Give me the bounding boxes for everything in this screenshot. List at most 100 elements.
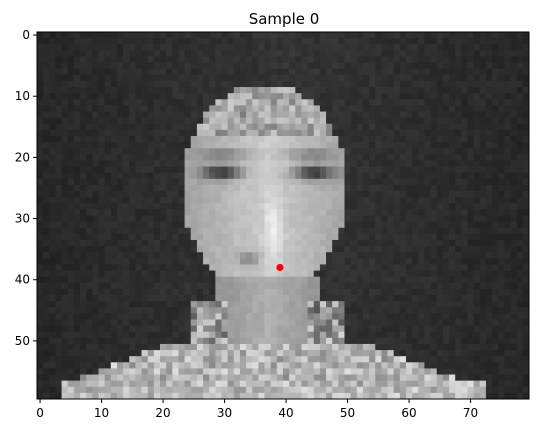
image-pixel (86, 80, 93, 88)
image-pixel (37, 32, 44, 39)
image-pixel (442, 362, 450, 369)
image-pixel (436, 270, 444, 278)
image-pixel (43, 313, 50, 320)
image-pixel (61, 233, 69, 241)
image-pixel (264, 93, 272, 100)
image-pixel (73, 221, 81, 229)
image-pixel (399, 282, 407, 290)
image-pixel (92, 301, 99, 308)
image-pixel (196, 325, 204, 333)
image-pixel (424, 380, 431, 388)
image-pixel (436, 123, 444, 131)
image-pixel (80, 282, 87, 290)
image-pixel (307, 337, 315, 345)
image-pixel (196, 337, 204, 345)
image-pixel (498, 166, 505, 174)
image-pixel (307, 270, 315, 278)
image-pixel (313, 331, 321, 339)
image-pixel (178, 392, 185, 400)
image-pixel (209, 295, 216, 302)
image-pixel (92, 374, 99, 382)
image-pixel (387, 276, 395, 284)
image-pixel (399, 38, 407, 45)
image-pixel (430, 233, 438, 241)
image-pixel (498, 160, 505, 167)
image-pixel (104, 62, 112, 70)
image-pixel (418, 209, 425, 216)
image-pixel (283, 374, 290, 382)
image-pixel (412, 313, 419, 320)
image-pixel (264, 209, 272, 216)
image-pixel (406, 184, 413, 192)
image-pixel (473, 111, 481, 119)
image-pixel (510, 270, 518, 278)
image-pixel (37, 319, 44, 326)
image-pixel (344, 368, 352, 375)
image-pixel (424, 319, 431, 326)
image-pixel (221, 123, 229, 131)
image-pixel (129, 56, 136, 63)
image-pixel (116, 319, 124, 326)
image-pixel (295, 246, 302, 253)
image-pixel (375, 374, 382, 382)
image-pixel (362, 233, 370, 241)
image-pixel (412, 135, 419, 143)
image-pixel (338, 270, 345, 278)
image-pixel (43, 392, 50, 400)
image-pixel (239, 62, 247, 70)
image-pixel (104, 374, 112, 382)
image-pixel (516, 148, 524, 155)
image-pixel (442, 160, 450, 167)
image-pixel (221, 215, 229, 223)
image-pixel (270, 362, 278, 369)
image-pixel (418, 350, 425, 357)
image-pixel (455, 209, 462, 216)
image-pixel (116, 276, 124, 284)
image-pixel (209, 350, 216, 357)
image-pixel (307, 319, 315, 326)
image-pixel (492, 374, 499, 382)
image-pixel (252, 135, 259, 143)
image-pixel (246, 331, 253, 339)
image-pixel (399, 135, 407, 143)
image-pixel (295, 68, 302, 76)
image-pixel (436, 129, 444, 137)
image-pixel (455, 325, 462, 333)
image-pixel (98, 270, 106, 278)
image-pixel (319, 392, 327, 400)
image-pixel (160, 227, 167, 235)
image-pixel (86, 258, 93, 265)
image-pixel (442, 215, 450, 223)
image-pixel (301, 50, 308, 57)
image-pixel (80, 56, 87, 63)
image-pixel (86, 191, 93, 198)
image-pixel (295, 87, 302, 94)
image-pixel (473, 343, 481, 351)
image-pixel (264, 221, 272, 229)
image-pixel (332, 252, 339, 259)
image-pixel (455, 99, 462, 106)
image-pixel (196, 343, 204, 351)
image-pixel (504, 221, 511, 229)
image-pixel (92, 307, 99, 314)
image-pixel (412, 233, 419, 241)
image-pixel (55, 380, 62, 388)
image-pixel (387, 252, 395, 259)
image-pixel (412, 178, 419, 186)
image-pixel (209, 74, 216, 82)
image-pixel (190, 44, 198, 51)
image-pixel (166, 343, 173, 351)
image-pixel (436, 313, 444, 320)
image-pixel (492, 142, 499, 149)
image-pixel (49, 374, 56, 382)
image-pixel (338, 203, 345, 210)
image-pixel (350, 227, 358, 235)
image-pixel (147, 343, 155, 351)
image-pixel (295, 233, 302, 241)
image-pixel (442, 68, 450, 76)
image-pixel (221, 380, 229, 388)
image-pixel (313, 80, 321, 88)
image-pixel (473, 148, 481, 155)
image-pixel (412, 252, 419, 259)
image-pixel (270, 288, 278, 296)
